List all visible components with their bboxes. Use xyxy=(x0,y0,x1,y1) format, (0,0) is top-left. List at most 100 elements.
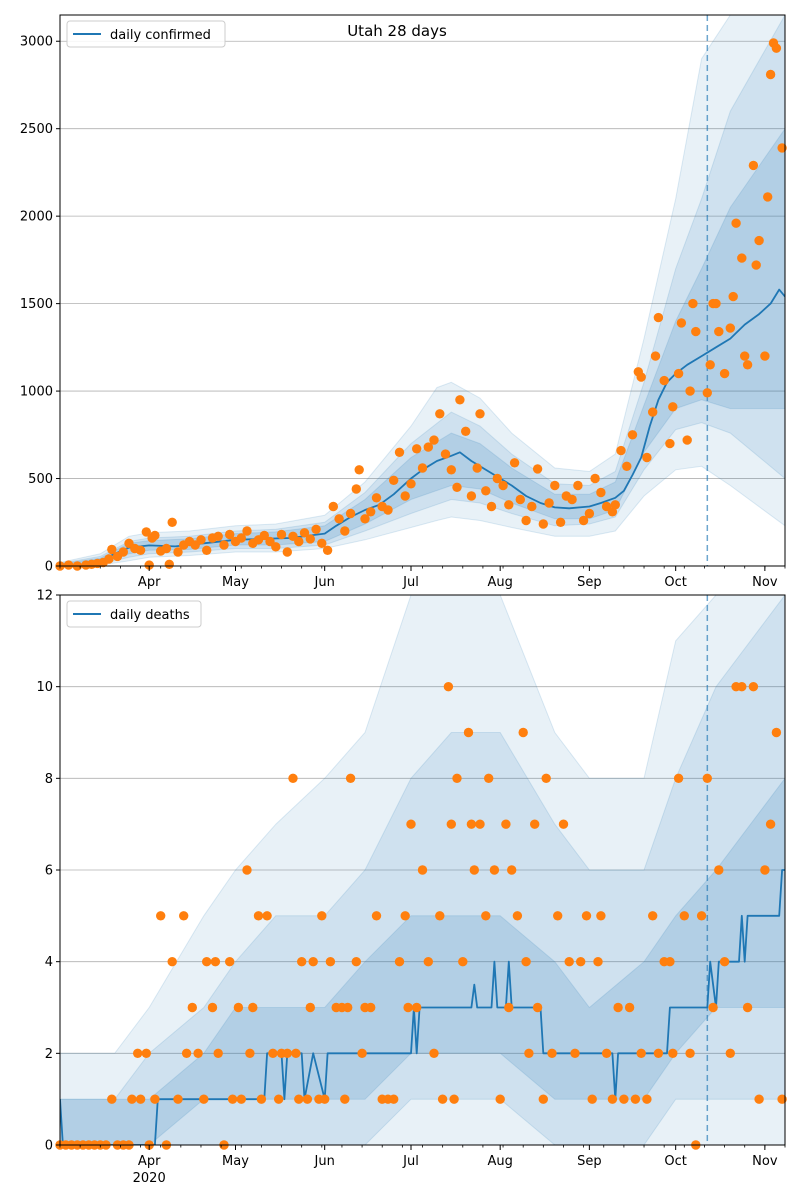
observed-point xyxy=(294,1094,304,1104)
observed-point xyxy=(383,505,393,515)
x-tick-label: Apr xyxy=(138,1154,161,1169)
y-tick-label: 1500 xyxy=(20,297,53,312)
observed-point xyxy=(564,957,574,967)
observed-point xyxy=(150,530,160,541)
observed-point xyxy=(417,865,428,875)
observed-point xyxy=(440,449,451,459)
x-tick-label: Aug xyxy=(487,575,512,590)
observed-point xyxy=(253,911,264,921)
observed-point xyxy=(135,545,146,555)
observed-point xyxy=(748,682,759,692)
observed-point xyxy=(702,773,712,783)
observed-point xyxy=(193,1048,203,1059)
observed-point xyxy=(702,388,712,398)
observed-point xyxy=(538,1094,548,1104)
observed-point xyxy=(443,682,454,692)
observed-point xyxy=(452,482,462,492)
observed-point xyxy=(509,458,520,468)
y-tick-label: 8 xyxy=(45,772,53,787)
observed-point xyxy=(714,326,724,337)
observed-point xyxy=(202,957,212,967)
observed-point xyxy=(271,542,281,552)
observed-point xyxy=(161,543,172,554)
observed-point xyxy=(227,1094,238,1104)
observed-point xyxy=(532,1002,543,1013)
observed-point xyxy=(705,360,715,370)
observed-point xyxy=(593,957,603,967)
observed-point xyxy=(107,544,117,555)
observed-point xyxy=(719,957,730,967)
observed-point xyxy=(357,1048,367,1059)
observed-point xyxy=(668,1048,678,1059)
observed-point xyxy=(524,1048,534,1059)
observed-point xyxy=(156,911,166,921)
observed-point xyxy=(371,493,382,503)
observed-point xyxy=(187,1002,197,1013)
observed-point xyxy=(446,465,456,475)
observed-point xyxy=(461,426,471,436)
x-tick-label: Jul xyxy=(402,575,419,590)
observed-point xyxy=(492,473,502,484)
observed-point xyxy=(334,514,344,524)
legend-label: daily deaths xyxy=(110,608,190,623)
y-tick-label: 6 xyxy=(45,864,53,879)
uncertainty-band-1 xyxy=(60,15,785,566)
observed-point xyxy=(360,514,370,524)
x-tick-label: Nov xyxy=(752,575,778,590)
observed-point xyxy=(317,538,327,548)
observed-point xyxy=(268,1048,278,1059)
x-tick-label: May xyxy=(222,575,249,590)
observed-point xyxy=(417,463,428,473)
legend-box xyxy=(66,20,226,48)
observed-point xyxy=(150,1094,160,1104)
observed-point xyxy=(328,501,338,512)
observed-point xyxy=(596,911,606,921)
observed-point xyxy=(512,911,523,921)
x-tick-label: Sep xyxy=(577,575,602,590)
observed-point xyxy=(679,911,689,921)
observed-point xyxy=(236,1094,246,1104)
observed-point xyxy=(107,1094,117,1104)
observed-point xyxy=(455,395,465,405)
observed-point xyxy=(400,491,410,501)
x-tick-label: Jun xyxy=(314,1154,335,1169)
y-tick-label: 2000 xyxy=(20,210,53,225)
observed-point xyxy=(555,517,566,527)
observed-point xyxy=(291,1048,301,1059)
observed-point xyxy=(653,312,664,323)
observed-point xyxy=(389,1094,399,1104)
observed-point xyxy=(498,480,508,491)
observed-point xyxy=(288,773,298,783)
observed-point xyxy=(691,326,701,337)
observed-point xyxy=(714,865,724,875)
observed-point xyxy=(394,957,405,967)
observed-point xyxy=(144,560,154,570)
observed-point xyxy=(135,1094,146,1104)
observed-point xyxy=(366,507,376,517)
observed-point xyxy=(538,519,548,529)
observed-point xyxy=(322,545,333,555)
observed-point xyxy=(642,452,652,463)
observed-point xyxy=(544,498,554,508)
observed-point xyxy=(475,819,485,829)
observed-point xyxy=(345,773,356,783)
observed-point xyxy=(578,515,589,526)
observed-point xyxy=(576,957,586,967)
observed-point xyxy=(550,480,560,491)
observed-point xyxy=(501,819,511,829)
y-tick-label: 10 xyxy=(36,680,53,695)
observed-point xyxy=(504,500,514,510)
observed-point xyxy=(719,368,730,379)
observed-point xyxy=(394,447,405,457)
observed-point xyxy=(530,819,540,829)
observed-point xyxy=(765,819,776,829)
x-tick-label: Jun xyxy=(314,575,335,590)
observed-point xyxy=(242,526,252,536)
observed-point xyxy=(613,1002,623,1013)
observed-point xyxy=(245,1048,255,1059)
observed-point xyxy=(754,235,764,246)
observed-point xyxy=(423,442,433,452)
observed-point xyxy=(412,444,422,454)
observed-point xyxy=(484,773,494,783)
observed-point xyxy=(466,491,477,501)
